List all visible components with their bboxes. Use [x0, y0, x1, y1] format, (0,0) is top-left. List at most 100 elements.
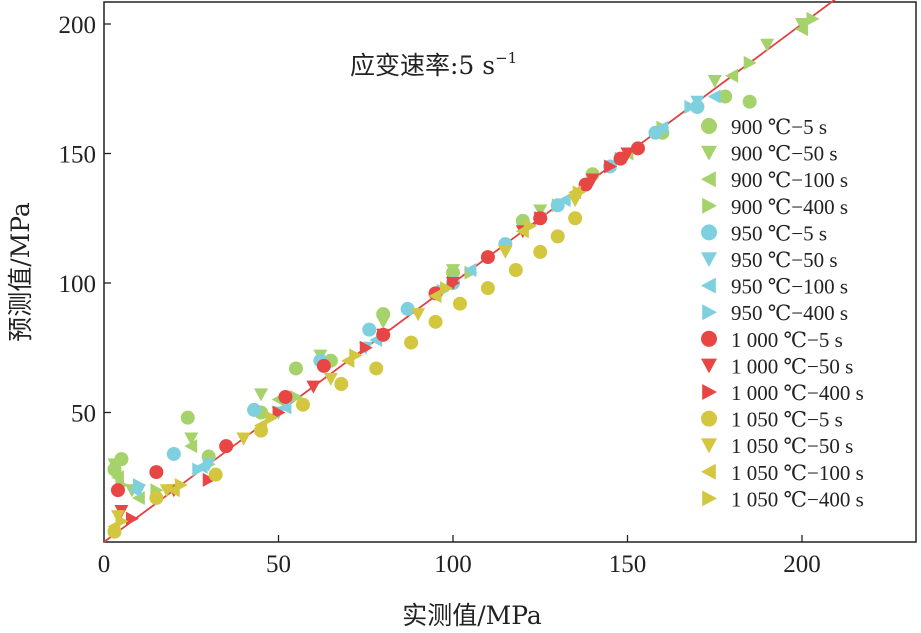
legend-label: 1 050 ℃−400 s	[731, 487, 864, 511]
legend-item: 1 050 ℃−5 s	[701, 408, 843, 432]
legend-marker	[701, 277, 716, 294]
annotation-superscript: −1	[495, 49, 517, 67]
legend-label: 900 ℃−50 s	[731, 142, 838, 166]
data-point	[446, 264, 460, 278]
data-point	[290, 389, 303, 404]
data-point	[288, 361, 303, 376]
data-point	[132, 478, 146, 493]
legend-label: 900 ℃−5 s	[731, 115, 827, 139]
legend-item: 1 000 ℃−400 s	[702, 381, 864, 405]
data-point	[523, 219, 537, 234]
data-point	[550, 229, 565, 244]
data-point	[110, 483, 125, 498]
data-point	[272, 405, 286, 420]
data-point	[440, 281, 454, 296]
data-point	[125, 511, 139, 526]
x-tick-label: 200	[783, 551, 821, 578]
legend-item: 900 ℃−5 s	[701, 115, 827, 139]
legend-label: 950 ℃−5 s	[731, 221, 827, 245]
data-point	[265, 410, 279, 425]
data-point	[718, 89, 733, 104]
legend-marker	[701, 252, 717, 267]
data-point	[568, 211, 583, 226]
data-point	[359, 340, 373, 355]
legend-label: 950 ℃−50 s	[731, 248, 838, 272]
data-point	[323, 372, 338, 386]
legend-label: 1 000 ℃−5 s	[731, 328, 843, 352]
data-point	[463, 263, 477, 278]
data-point	[428, 314, 443, 329]
legend-label: 950 ℃−100 s	[731, 275, 848, 299]
y-tick-label: 200	[59, 12, 97, 39]
x-tick-label: 100	[434, 551, 472, 578]
data-point	[306, 380, 321, 394]
data-point	[159, 484, 174, 498]
data-point	[349, 348, 363, 363]
legend-item: 1 050 ℃−50 s	[701, 434, 853, 458]
data-point	[760, 38, 775, 52]
legend-marker	[702, 304, 717, 321]
data-point	[795, 22, 808, 37]
legend-item: 1 050 ℃−400 s	[702, 487, 864, 511]
legend-label: 1 000 ℃−50 s	[731, 354, 853, 378]
data-point	[110, 470, 124, 485]
legend-item: 1 050 ℃−100 s	[701, 461, 864, 485]
data-point	[620, 147, 635, 161]
data-point	[184, 439, 198, 454]
data-point	[316, 358, 331, 373]
legend-marker	[702, 384, 717, 400]
data-point	[184, 432, 199, 446]
legend-item: 950 ℃−50 s	[701, 248, 838, 272]
data-point	[428, 288, 442, 303]
x-tick-label: 150	[609, 551, 647, 578]
legend-item: 1 000 ℃−5 s	[701, 328, 843, 352]
data-point	[572, 185, 586, 200]
data-point	[202, 472, 216, 487]
data-point	[684, 99, 698, 114]
legend-marker	[701, 224, 717, 241]
data-point	[498, 245, 513, 259]
legend-item: 900 ℃−100 s	[701, 168, 848, 192]
data-point	[613, 151, 628, 166]
data-point	[376, 328, 391, 342]
data-point	[334, 377, 349, 392]
data-point	[690, 95, 705, 109]
data-point	[742, 94, 757, 109]
legend-item: 900 ℃−400 s	[702, 195, 848, 219]
data-marks	[107, 11, 820, 539]
data-point	[534, 211, 548, 226]
legend-marker	[701, 410, 717, 427]
legend-marker	[702, 490, 717, 507]
data-point	[149, 490, 164, 505]
legend-item: 1 000 ℃−50 s	[701, 354, 853, 378]
data-point	[578, 177, 593, 192]
data-point	[655, 120, 669, 135]
data-point	[174, 478, 188, 493]
data-point	[411, 308, 426, 322]
x-tick-label: 0	[98, 551, 111, 578]
data-point	[149, 465, 164, 480]
data-point	[115, 514, 129, 529]
data-point	[480, 250, 495, 265]
data-point	[194, 459, 208, 474]
data-point	[707, 75, 722, 88]
y-tick-label: 100	[59, 271, 97, 298]
data-point	[630, 141, 645, 156]
data-point	[452, 296, 467, 311]
legend-marker	[701, 171, 716, 188]
data-point	[508, 263, 523, 278]
data-point	[480, 281, 495, 296]
y-axis-title: 预测值/MPa	[6, 202, 35, 342]
data-point	[192, 462, 206, 477]
data-point	[557, 193, 571, 208]
data-point	[585, 173, 600, 187]
x-tick-label: 50	[266, 551, 291, 578]
legend-label: 1 050 ℃−5 s	[731, 408, 843, 432]
legend-marker	[701, 358, 717, 374]
data-point	[208, 467, 223, 482]
legend-item: 950 ℃−400 s	[702, 301, 848, 325]
legend-label: 1 000 ℃−400 s	[731, 381, 864, 405]
plot-frame	[103, 1, 917, 543]
x-axis-title: 实测值/MPa	[402, 601, 542, 630]
